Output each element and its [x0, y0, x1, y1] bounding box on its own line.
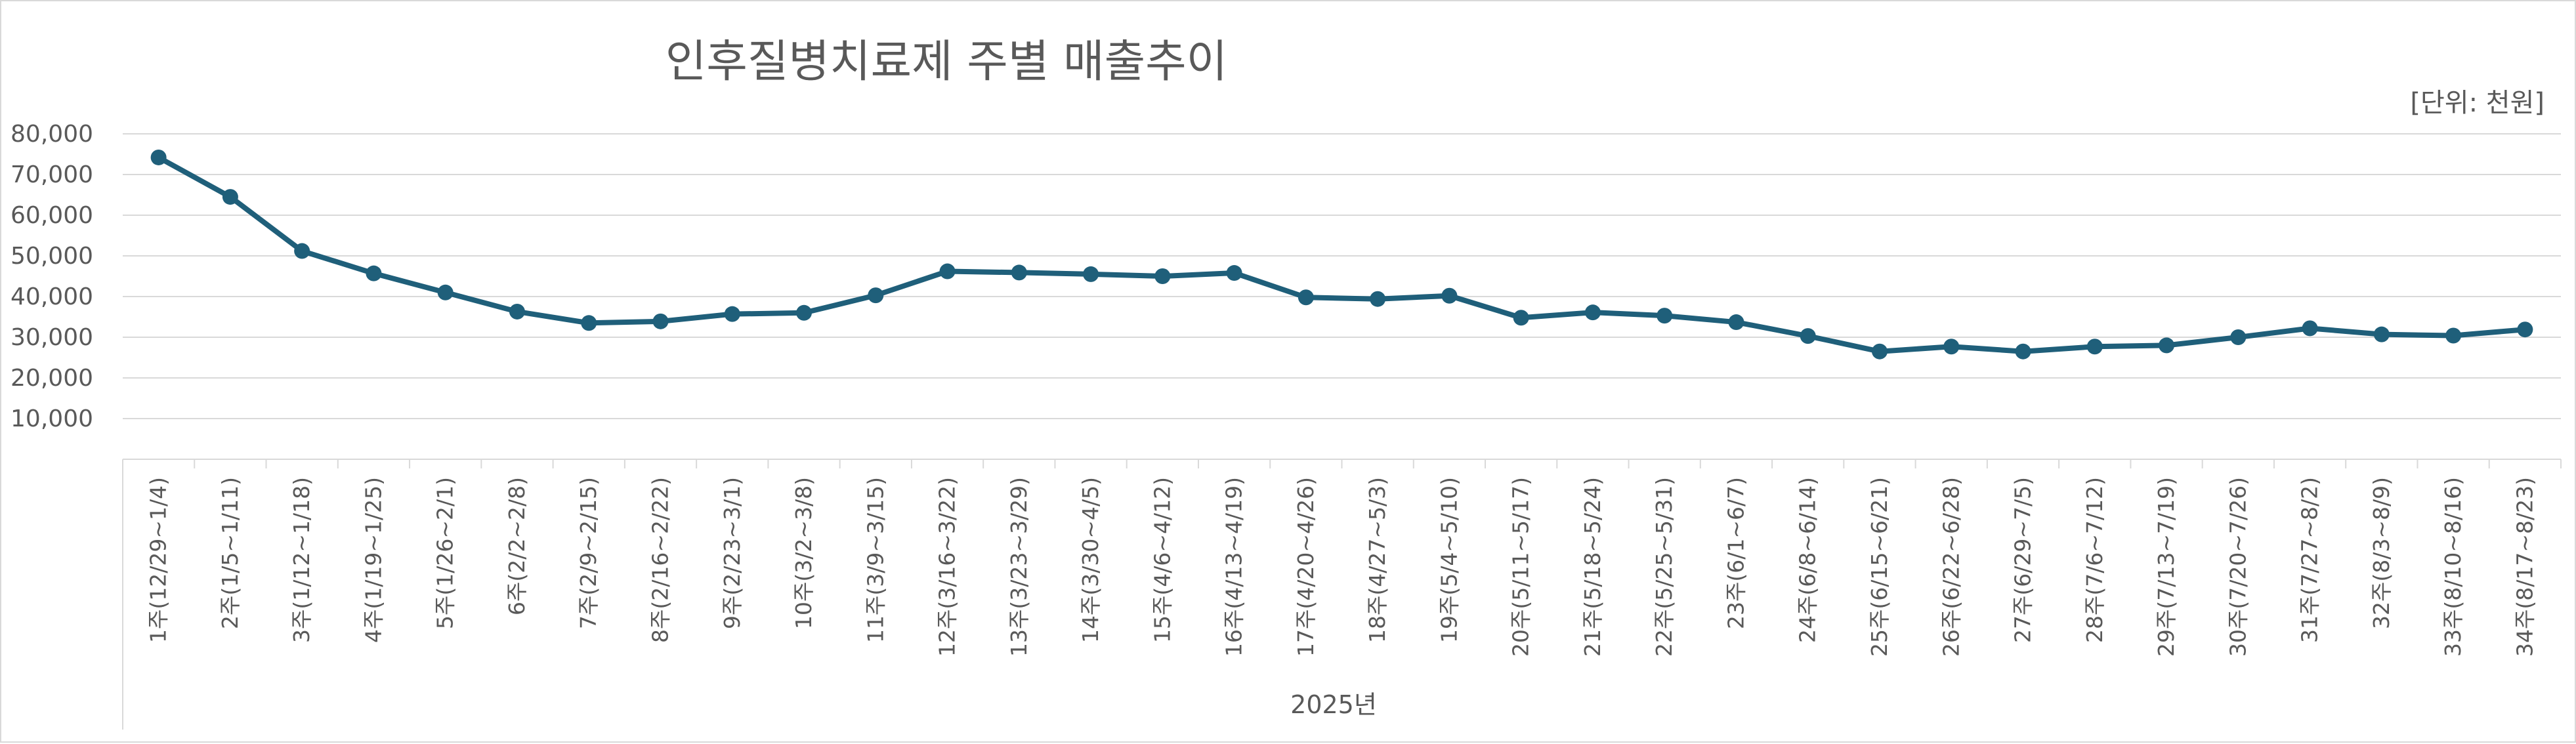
- data-point: [868, 287, 884, 304]
- data-point: [652, 313, 669, 329]
- data-point: [1871, 343, 1888, 360]
- x-tick-label: 18주(4/27~5/3): [1364, 477, 1390, 643]
- x-tick-label: 28주(7/6~7/12): [2082, 477, 2107, 643]
- data-point: [1441, 287, 1458, 304]
- x-tick-label: 1주(12/29~1/4): [146, 477, 171, 643]
- x-tick-label: 8주(2/16~2/22): [647, 477, 673, 643]
- data-point: [724, 306, 740, 322]
- data-point: [1513, 310, 1529, 326]
- x-tick-label: 22주(5/25~5/31): [1651, 477, 1677, 657]
- gridlines: [123, 133, 2561, 419]
- x-tick-label: 20주(5/11~5/17): [1508, 477, 1534, 657]
- x-tick-label: 16주(4/13~4/19): [1221, 477, 1247, 657]
- data-point: [1370, 291, 1386, 307]
- data-point: [1584, 304, 1601, 321]
- data-point: [1800, 328, 1816, 344]
- chart-title: 인후질병치료제 주별 매출추이: [665, 36, 1228, 88]
- x-tick-label: 7주(2/9~2/15): [576, 477, 601, 629]
- y-tick-label: 80,000: [11, 121, 93, 148]
- x-tick-label: 30주(7/20~7/26): [2225, 477, 2250, 657]
- y-tick-label: 40,000: [11, 283, 93, 310]
- x-tick-label: 25주(6/15~6/21): [1867, 477, 1892, 657]
- data-point: [2517, 321, 2533, 338]
- y-tick-label: 70,000: [11, 161, 93, 188]
- y-tick-label: 30,000: [11, 324, 93, 351]
- data-point: [222, 189, 238, 205]
- data-point: [796, 304, 813, 321]
- x-tick-label: 29주(7/13~7/19): [2153, 477, 2179, 657]
- data-point: [2230, 329, 2247, 345]
- x-tick-label: 3주(1/12~1/18): [289, 477, 314, 643]
- y-tick-label: 20,000: [11, 365, 93, 392]
- x-tick-label: 24주(6/8~6/14): [1795, 477, 1821, 643]
- x-tick-label: 6주(2/2~2/8): [504, 477, 530, 615]
- x-tick-label: 9주(2/23~3/1): [719, 477, 745, 629]
- x-tick-label: 12주(3/16~3/22): [935, 477, 960, 657]
- data-point: [509, 303, 525, 320]
- data-point: [2086, 339, 2103, 355]
- x-tick-label: 10주(3/2~3/8): [791, 477, 816, 629]
- series-line: [156, 154, 2528, 354]
- data-point: [294, 243, 310, 259]
- x-tick-label: 13주(3/23~3/29): [1006, 477, 1032, 657]
- x-tick-label: 19주(5/4~5/10): [1436, 477, 1462, 643]
- data-point: [2373, 326, 2390, 342]
- x-tick-label: 23주(6/1~6/7): [1723, 477, 1748, 629]
- x-tick-label: 15주(4/6~4/12): [1149, 477, 1175, 643]
- x-tick-label: 21주(5/18~5/24): [1580, 477, 1605, 657]
- data-point: [366, 265, 382, 281]
- data-point: [437, 284, 454, 300]
- data-point: [2159, 337, 2175, 354]
- y-tick-label: 50,000: [11, 243, 93, 270]
- data-point: [1728, 314, 1744, 331]
- x-tick-label: 5주(1/26~2/1): [433, 477, 458, 629]
- y-tick-label: 10,000: [11, 405, 93, 432]
- x-tick-label: 17주(4/20~4/26): [1293, 477, 1319, 657]
- data-point: [1657, 308, 1673, 324]
- x-tick-label: 31주(7/27~8/2): [2297, 477, 2323, 643]
- x-tick-label: 2주(1/5~1/11): [217, 477, 243, 629]
- data-point: [2015, 343, 2031, 360]
- y-tick-label: 60,000: [11, 202, 93, 229]
- data-point: [2302, 320, 2318, 337]
- data-point: [939, 263, 956, 279]
- x-axis: [122, 459, 2562, 730]
- x-tick-label: 33주(8/10~8/16): [2440, 477, 2466, 657]
- data-point: [581, 315, 597, 331]
- unit-label: [단위: 천원]: [2410, 88, 2544, 118]
- data-point: [1226, 265, 1242, 281]
- x-tick-label: 34주(8/17~8/23): [2512, 477, 2537, 657]
- data-point: [1154, 268, 1171, 284]
- y-axis-ticks: 10,000 20,000 30,000 40,000 50,000 60,000 70,0…: [11, 121, 93, 432]
- x-tick-label: 27주(6/29~7/5): [2010, 477, 2036, 643]
- data-point: [1011, 264, 1027, 281]
- x-tick-label: 32주(8/3~8/9): [2369, 477, 2394, 629]
- x-tick-label: 26주(6/22~6/28): [1938, 477, 1964, 657]
- x-axis-title: 2025년: [1290, 690, 1377, 719]
- x-axis-ticks: 1주(12/29~1/4) 2주(1/5~1/11) 3주(1/12~1/18) 4주…: [146, 477, 2538, 657]
- data-point: [1943, 339, 1960, 355]
- x-tick-label: 14주(3/30~4/5): [1078, 477, 1103, 643]
- x-tick-label: 4주(1/19~1/25): [360, 477, 386, 643]
- data-point: [1298, 289, 1314, 306]
- data-point: [150, 149, 167, 165]
- data-point: [1083, 266, 1099, 282]
- data-point: [2445, 327, 2462, 344]
- series: [150, 149, 2533, 360]
- x-tick-label: 11주(3/9~3/15): [862, 477, 888, 643]
